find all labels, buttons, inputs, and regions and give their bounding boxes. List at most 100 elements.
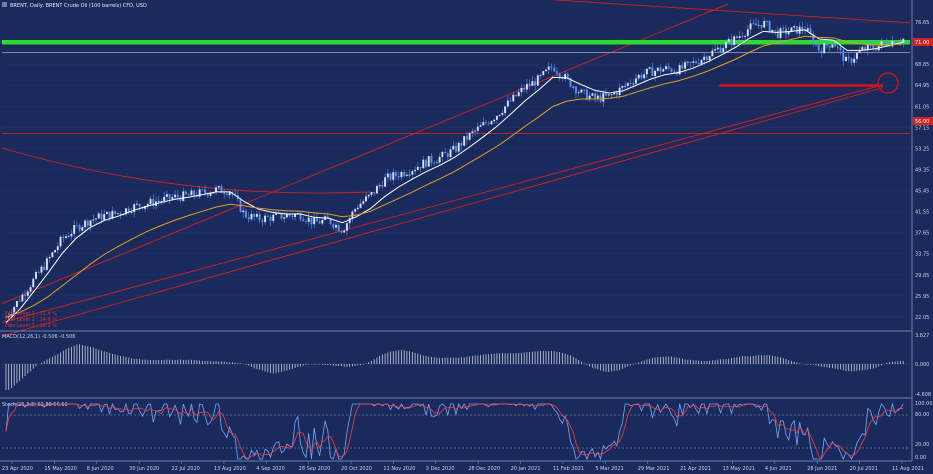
- candle-body: [834, 44, 837, 47]
- y-tick-label: 22.05: [915, 315, 929, 321]
- candle-body: [610, 94, 613, 96]
- candle-body: [651, 67, 654, 76]
- candle-body: [615, 92, 618, 96]
- candle-body: [714, 49, 717, 51]
- candle-body: [5, 317, 7, 318]
- candle-body: [757, 24, 760, 26]
- candle-body: [37, 272, 40, 273]
- candle-body: [509, 100, 512, 102]
- candle-body: [667, 66, 670, 69]
- candle-body: [441, 151, 444, 157]
- candle-body: [405, 174, 408, 176]
- candle-body: [149, 198, 152, 204]
- candle-body: [790, 27, 793, 33]
- candle-body: [84, 220, 87, 228]
- candle-body: [520, 87, 523, 93]
- candle-body: [114, 210, 117, 214]
- candle-body: [187, 194, 190, 196]
- y-tick-label: 25.95: [915, 294, 929, 300]
- candle-body: [768, 21, 771, 33]
- support-price-tag-text: 56.00: [915, 119, 929, 125]
- candle-body: [294, 214, 297, 218]
- candle-body: [291, 215, 294, 218]
- candle-body: [823, 42, 826, 54]
- candle-body: [354, 209, 357, 212]
- x-tick-label: 11 Nov 2020: [383, 466, 415, 472]
- candle-body: [793, 26, 796, 28]
- candle-body: [48, 257, 51, 259]
- candle-body: [828, 45, 831, 48]
- candle-body: [190, 190, 193, 196]
- candle-body: [425, 159, 427, 167]
- candle-body: [449, 149, 452, 158]
- x-tick-label: 23 Apr 2020: [2, 466, 33, 472]
- candle-body: [825, 42, 828, 46]
- stoch-axis-80: 80.00: [915, 412, 929, 418]
- candle-body: [378, 185, 381, 187]
- macd-axis-top: 3.827: [915, 333, 929, 339]
- candle-body: [763, 21, 766, 28]
- candle-body: [348, 218, 351, 224]
- candle-body: [517, 92, 520, 97]
- candle-body: [261, 220, 264, 223]
- candle-body: [485, 122, 487, 124]
- candle-body: [223, 192, 226, 194]
- candle-body: [569, 77, 572, 87]
- candle-body: [465, 136, 468, 140]
- candle-body: [787, 32, 790, 35]
- candle-body: [722, 48, 725, 52]
- x-tick-label: 30 Jun 2020: [129, 466, 159, 472]
- candle-body: [392, 172, 395, 180]
- y-tick-label: 68.85: [915, 62, 929, 68]
- candle-body: [681, 65, 684, 69]
- y-tick-label: 45.45: [915, 189, 929, 195]
- candle-body: [512, 94, 515, 102]
- candle-body: [498, 114, 501, 116]
- candle-body: [116, 213, 119, 214]
- x-tick-label: 11 Aug 2021: [892, 466, 924, 472]
- candle-body: [580, 89, 583, 93]
- candle-body: [708, 56, 711, 61]
- stoch-label: Stoch(20,3,3) 62.89 56.61: [2, 402, 68, 408]
- candle-body: [253, 213, 256, 217]
- candle-body: [250, 213, 253, 220]
- candle-body: [389, 173, 392, 180]
- candle-body: [228, 192, 231, 196]
- candle-body: [103, 214, 106, 220]
- candle-body: [474, 130, 477, 132]
- y-tick-label: 57.15: [915, 125, 929, 131]
- candle-body: [670, 68, 673, 72]
- candle-body: [315, 217, 318, 222]
- candle-body: [755, 23, 757, 26]
- candle-body: [539, 75, 542, 76]
- candle-body: [534, 81, 537, 86]
- stochastic-oscillator: [2, 402, 910, 461]
- candle-body: [665, 66, 667, 70]
- x-tick-label: 13 Aug 2020: [214, 466, 246, 472]
- candle-body: [605, 93, 607, 96]
- candle-body: [433, 162, 436, 164]
- candle-body: [697, 63, 700, 64]
- candle-body: [266, 215, 269, 217]
- x-tick-label: 28 Dec 2020: [468, 466, 500, 472]
- candle-body: [32, 278, 35, 288]
- candle-body: [460, 142, 463, 146]
- candle-body: [411, 171, 414, 175]
- candle-body: [408, 174, 411, 176]
- candle-body: [801, 26, 804, 31]
- candle-body: [602, 93, 605, 102]
- candle-body: [275, 213, 277, 215]
- candle-body: [705, 56, 708, 61]
- candle-body: [446, 153, 449, 158]
- y-tick-label: 41.55: [915, 210, 929, 216]
- candle-body: [29, 287, 32, 292]
- candle-body: [127, 208, 130, 213]
- candle-body: [686, 61, 689, 63]
- candle-body: [157, 201, 160, 203]
- candle-body: [264, 215, 267, 223]
- candle-body: [135, 203, 138, 205]
- candle-body: [765, 21, 768, 22]
- candle-body: [716, 47, 719, 50]
- candle-body: [163, 196, 166, 202]
- candle-body: [15, 300, 18, 308]
